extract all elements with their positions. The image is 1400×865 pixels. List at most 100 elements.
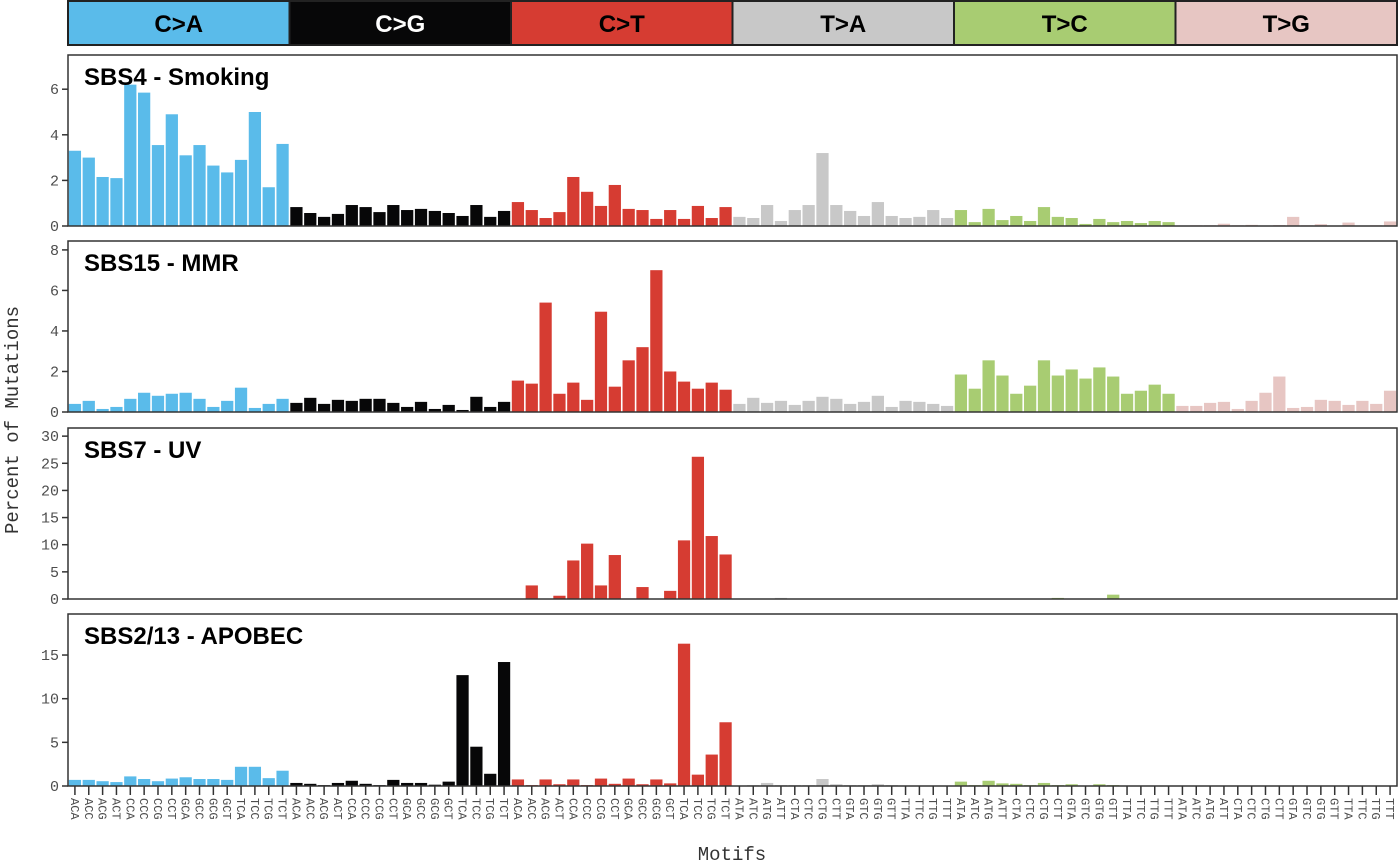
- y-tick-label: 15: [41, 648, 59, 665]
- bar: [331, 782, 345, 786]
- bar: [207, 406, 220, 412]
- bar: [539, 779, 552, 786]
- bar: [567, 176, 580, 226]
- y-tick-label: 8: [50, 243, 59, 260]
- bar: [816, 396, 829, 412]
- bar: [1093, 218, 1106, 226]
- panel-frame: [67, 240, 1398, 413]
- bar: [760, 782, 774, 786]
- bar: [317, 403, 331, 412]
- x-tick-label: GCG: [205, 798, 219, 820]
- x-tick-label: ATA: [953, 798, 967, 820]
- bar: [608, 184, 621, 226]
- x-tick-label: ACC: [302, 798, 316, 820]
- x-tick-label: TCG: [482, 798, 496, 820]
- bar: [525, 383, 538, 412]
- x-tick-label: GCA: [621, 798, 635, 820]
- bar: [1107, 594, 1120, 599]
- x-tick-label: ATA: [1174, 798, 1188, 820]
- y-tick-label: 20: [41, 483, 59, 500]
- bar: [82, 400, 95, 412]
- bar: [234, 766, 248, 786]
- x-tick-label: TTT: [1382, 798, 1396, 820]
- bar: [788, 210, 801, 226]
- bar: [664, 590, 677, 599]
- bar: [982, 780, 995, 786]
- mutation-type-label: T>C: [1042, 11, 1088, 38]
- bar: [221, 779, 234, 786]
- bar: [650, 270, 663, 412]
- bar: [276, 143, 289, 226]
- bar: [719, 554, 732, 599]
- x-tick-label: GCT: [662, 798, 676, 820]
- x-tick-label: ACT: [330, 798, 344, 820]
- bar: [705, 218, 718, 226]
- mutation-type-box: [510, 0, 734, 46]
- bar: [456, 215, 469, 226]
- bar: [414, 401, 428, 412]
- bar: [345, 400, 358, 412]
- bar: [885, 406, 898, 412]
- bar: [747, 218, 760, 226]
- x-axis: ACA ACC ACG ACT CCA CCC CCG CCT GCA GCC GCG GCT TCA T…: [67, 786, 1396, 820]
- bar: [1245, 400, 1258, 412]
- x-tick-label: ATG: [759, 798, 773, 820]
- x-tick-label: CCA: [565, 798, 579, 820]
- mutation-type-box: [288, 0, 512, 46]
- bar: [1370, 403, 1383, 412]
- bar: [317, 216, 331, 226]
- bar: [1314, 224, 1327, 226]
- x-tick-label: CTG: [1036, 798, 1050, 820]
- bar: [857, 401, 871, 412]
- bar: [1287, 407, 1300, 412]
- bar: [968, 388, 981, 412]
- x-tick-label: TTA: [1119, 798, 1133, 820]
- bar: [96, 781, 109, 786]
- bar: [567, 382, 580, 412]
- panel-frame: [67, 427, 1398, 600]
- bar: [636, 210, 649, 226]
- bar: [1065, 784, 1078, 786]
- bar: [193, 779, 206, 786]
- bar: [1259, 392, 1272, 412]
- mutation-type-label: T>G: [1263, 11, 1310, 38]
- bar: [830, 205, 843, 226]
- bar: [151, 145, 165, 226]
- bar: [82, 779, 95, 786]
- bar: [899, 218, 912, 226]
- y-axis-label: Percent of Mutations: [2, 306, 24, 534]
- bar: [940, 218, 954, 226]
- bar: [1203, 402, 1217, 412]
- bar: [221, 172, 234, 226]
- bar: [553, 595, 566, 599]
- bar: [830, 398, 843, 412]
- bar: [830, 784, 843, 786]
- x-tick-label: CTG: [1257, 798, 1271, 820]
- bar: [622, 360, 635, 412]
- x-tick-label: CTA: [787, 798, 801, 820]
- bar: [138, 392, 151, 412]
- x-tick-label: TTA: [898, 798, 912, 820]
- panel: SBS15 - MMR 0 2 4 6 8: [50, 240, 1398, 422]
- bar: [553, 784, 566, 786]
- y-tick-label: 15: [41, 511, 59, 528]
- x-tick-label: GTT: [884, 798, 898, 820]
- bar: [968, 222, 981, 226]
- bar: [733, 216, 746, 226]
- bar: [68, 150, 82, 226]
- bar: [996, 220, 1009, 226]
- bar: [1162, 222, 1175, 226]
- bar: [622, 208, 635, 226]
- y-tick-label: 30: [41, 429, 59, 446]
- bar: [982, 208, 995, 226]
- bar: [774, 400, 788, 412]
- bar: [207, 165, 220, 226]
- bar: [594, 205, 608, 226]
- x-tick-label: TCA: [233, 798, 247, 820]
- bar: [954, 210, 968, 226]
- y-tick-label: 6: [50, 283, 59, 300]
- mutation-type-box: [953, 0, 1177, 46]
- x-tick-label: GTA: [1064, 798, 1078, 820]
- bar: [677, 540, 691, 599]
